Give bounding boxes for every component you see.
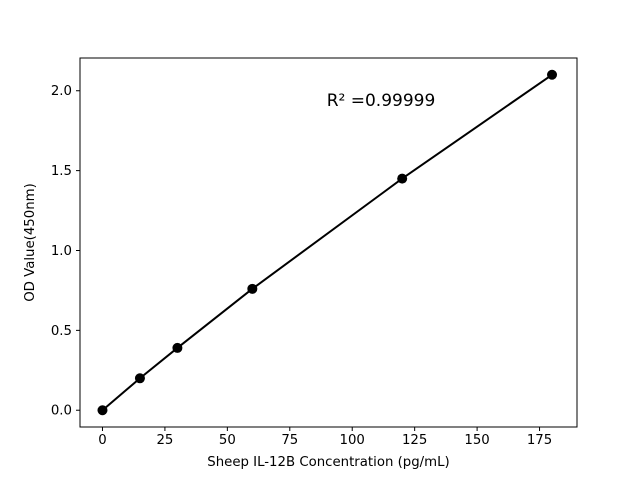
- y-tick-label: 1.0: [51, 244, 72, 259]
- y-tick-label: 0.0: [51, 404, 72, 419]
- axes: 0 25 50 75 100 125 150 175 0.0 0.5 1.0 1.5 2.0: [51, 57, 578, 448]
- data-point-marker: [547, 69, 558, 80]
- y-tick-label: 0.5: [51, 324, 72, 339]
- x-tick-label: 175: [527, 433, 552, 448]
- x-tick-label: 125: [402, 433, 427, 448]
- y-axis-label: OD Value(450nm): [23, 183, 38, 302]
- data-point-marker: [172, 342, 183, 353]
- x-tick-label: 50: [219, 433, 236, 448]
- data-series: [97, 69, 558, 416]
- x-tick-label: 0: [98, 433, 106, 448]
- plot-spines: [79, 57, 578, 428]
- standard-curve-line: [101, 73, 553, 411]
- y-tick-label: 2.0: [51, 84, 72, 99]
- r-squared-annotation: R² =0.99999: [327, 91, 436, 111]
- data-point-marker: [134, 373, 145, 384]
- data-point-marker: [97, 405, 108, 416]
- data-point-marker: [247, 283, 258, 294]
- data-point-marker: [397, 173, 408, 184]
- x-tick-label: 75: [281, 433, 298, 448]
- x-axis-label: Sheep IL-12B Concentration (pg/mL): [207, 455, 449, 470]
- y-tick-label: 1.5: [51, 164, 72, 179]
- x-tick-label: 150: [464, 433, 489, 448]
- x-tick-label: 100: [340, 433, 365, 448]
- x-tick-label: 25: [156, 433, 173, 448]
